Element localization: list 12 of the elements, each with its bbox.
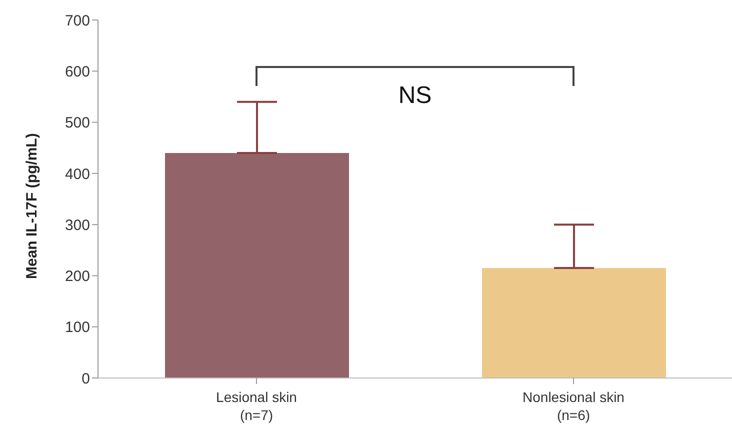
y-tick-label: 100 [64, 319, 90, 336]
y-axis-title: Mean IL-17F (pg/mL) [23, 133, 40, 279]
y-tick-label: 500 [64, 114, 90, 132]
y-tick-label: 700 [64, 12, 90, 30]
y-tick-label: 0 [82, 370, 90, 388]
x-tick-label: Lesional skin (n=7) [216, 389, 297, 423]
x-tick-label: Nonlesional skin (n=6) [522, 389, 624, 423]
y-tick-label: 600 [64, 63, 90, 80]
y-tick-label: 400 [64, 166, 90, 183]
annotation: NS [398, 82, 432, 109]
y-tick-label: 200 [64, 268, 90, 286]
y-tick-label: 300 [64, 216, 90, 234]
